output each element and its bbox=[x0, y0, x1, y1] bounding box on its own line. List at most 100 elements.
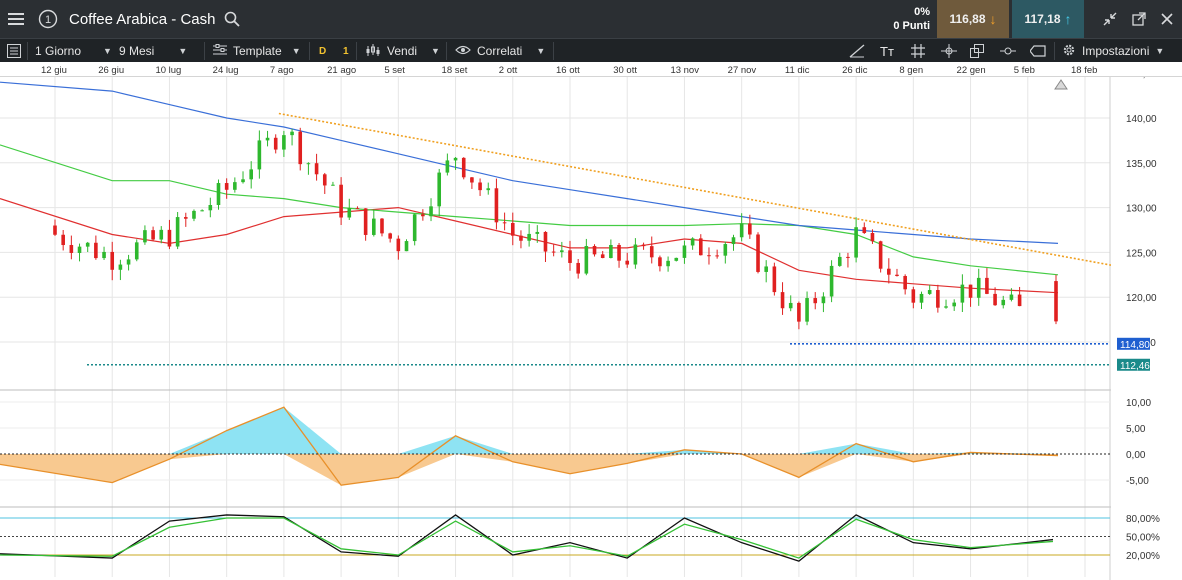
macd-line bbox=[0, 406, 1059, 486]
macd-axis-label: -5,00 bbox=[1126, 476, 1149, 487]
candle-body bbox=[551, 251, 556, 253]
candle-body bbox=[698, 238, 703, 256]
candle-body bbox=[829, 265, 834, 297]
candle-body bbox=[396, 238, 401, 252]
close-icon[interactable] bbox=[1154, 0, 1180, 38]
candle-body bbox=[421, 214, 425, 217]
sell-label: Vendi bbox=[387, 44, 418, 58]
trendline-tool-icon[interactable] bbox=[849, 39, 865, 63]
candle-body bbox=[372, 218, 376, 235]
candle-body bbox=[1054, 281, 1058, 322]
candle-body bbox=[159, 229, 164, 240]
macd-axis-label: 5,00 bbox=[1126, 424, 1146, 435]
candle-body bbox=[380, 218, 384, 234]
settings-menu[interactable]: Impostazioni ▼ bbox=[1062, 39, 1164, 63]
candle-body bbox=[797, 302, 801, 322]
stoch-line-0 bbox=[0, 514, 1054, 562]
eraser-icon[interactable] bbox=[1030, 39, 1046, 63]
macd-axis-label: 0,00 bbox=[1126, 450, 1146, 461]
candle-body bbox=[355, 208, 360, 210]
text-tool[interactable]: Tᴛ bbox=[880, 43, 894, 59]
candle-body bbox=[85, 242, 90, 247]
layout-icon[interactable] bbox=[7, 39, 21, 63]
badge-d[interactable]: D bbox=[319, 45, 327, 57]
chevron-down-icon: ▼ bbox=[291, 46, 301, 56]
chart-area[interactable]: 145,00140,00135,00130,00125,00120,00115,… bbox=[0, 77, 1182, 580]
overlays bbox=[87, 79, 1116, 366]
date-label: 26 dic bbox=[842, 65, 868, 76]
copy-icon[interactable] bbox=[970, 39, 984, 63]
candle-body bbox=[290, 131, 294, 136]
candle-body bbox=[102, 251, 106, 259]
candle-body bbox=[527, 233, 531, 241]
chevron-down-icon: ▼ bbox=[178, 46, 188, 56]
candle-body bbox=[486, 188, 491, 191]
candle-body bbox=[764, 266, 768, 272]
candle-body bbox=[674, 257, 679, 261]
candle-body bbox=[854, 227, 858, 258]
date-label: 24 lug bbox=[213, 65, 239, 76]
grid-icon[interactable] bbox=[911, 39, 925, 63]
candle-body bbox=[519, 235, 523, 241]
buy-price-button[interactable]: 117,18 ↑ bbox=[1012, 0, 1084, 38]
candle-body bbox=[200, 210, 204, 212]
info-circle-icon[interactable]: 1 bbox=[34, 0, 62, 38]
search-icon[interactable] bbox=[222, 0, 242, 38]
date-label: 12 giu bbox=[41, 65, 67, 76]
hamburger-icon[interactable] bbox=[0, 0, 32, 38]
popout-icon[interactable] bbox=[1126, 0, 1152, 38]
date-label: 13 nov bbox=[670, 65, 699, 76]
candle-body bbox=[61, 234, 65, 246]
candle-body bbox=[609, 244, 613, 259]
candle-body bbox=[813, 298, 818, 304]
candle-body bbox=[535, 231, 540, 234]
grid-layer bbox=[0, 77, 1182, 580]
buy-price: 117,18 bbox=[1024, 12, 1061, 26]
related-menu[interactable]: Correlati ▼ bbox=[455, 39, 545, 63]
candle-body bbox=[960, 284, 965, 303]
candle-body bbox=[756, 234, 760, 272]
candle-body bbox=[1009, 294, 1014, 300]
candle-body bbox=[363, 208, 368, 235]
timeframe-select[interactable]: 1 Giorno ▼ bbox=[35, 39, 112, 63]
candle-body bbox=[846, 256, 850, 258]
chevron-down-icon: ▼ bbox=[1155, 46, 1165, 56]
sell-price-button[interactable]: 116,88 ↓ bbox=[937, 0, 1009, 38]
candle-body bbox=[772, 266, 777, 293]
candle-body bbox=[707, 255, 711, 257]
arrow-down-icon: ↓ bbox=[989, 11, 997, 27]
template-menu[interactable]: Template ▼ bbox=[213, 39, 301, 63]
change-percent: 0% bbox=[914, 6, 930, 18]
candle-body bbox=[870, 233, 875, 242]
title-bar: 1 Coffee Arabica - Cash 0% 0 Punti 116,8… bbox=[0, 0, 1182, 38]
candle-body bbox=[175, 217, 180, 247]
candle-body bbox=[715, 255, 719, 257]
candle-body bbox=[878, 241, 883, 269]
date-label: 5 feb bbox=[1014, 65, 1035, 76]
candle-body bbox=[543, 231, 548, 252]
candle-body bbox=[560, 250, 564, 253]
price-axes: 145,00140,00135,00130,00125,00120,00115,… bbox=[1111, 77, 1182, 580]
sell-menu[interactable]: Vendi ▼ bbox=[366, 39, 440, 63]
range-value: 9 Mesi bbox=[119, 44, 155, 58]
candle-body bbox=[976, 277, 981, 298]
gear-icon bbox=[1062, 43, 1076, 60]
date-label: 18 feb bbox=[1071, 65, 1097, 76]
pin-icon[interactable] bbox=[1000, 39, 1016, 63]
date-label: 5 set bbox=[384, 65, 405, 76]
candle-body bbox=[576, 262, 580, 274]
candle-body bbox=[429, 206, 433, 217]
price-axis-label: 120,00 bbox=[1126, 293, 1157, 304]
candle-body bbox=[584, 246, 589, 274]
collapse-icon[interactable] bbox=[1097, 0, 1123, 38]
date-label: 8 gen bbox=[899, 65, 923, 76]
candle-body bbox=[600, 254, 605, 259]
candle-body bbox=[927, 290, 932, 294]
crosshair-icon[interactable] bbox=[941, 39, 957, 63]
range-select[interactable]: 9 Mesi ▼ bbox=[119, 39, 187, 63]
price-axis-label: 135,00 bbox=[1126, 159, 1157, 170]
date-label: 7 ago bbox=[270, 65, 294, 76]
price-tag bbox=[1117, 358, 1150, 371]
badge-1[interactable]: 1 bbox=[343, 45, 349, 57]
axis-background bbox=[1111, 77, 1182, 580]
